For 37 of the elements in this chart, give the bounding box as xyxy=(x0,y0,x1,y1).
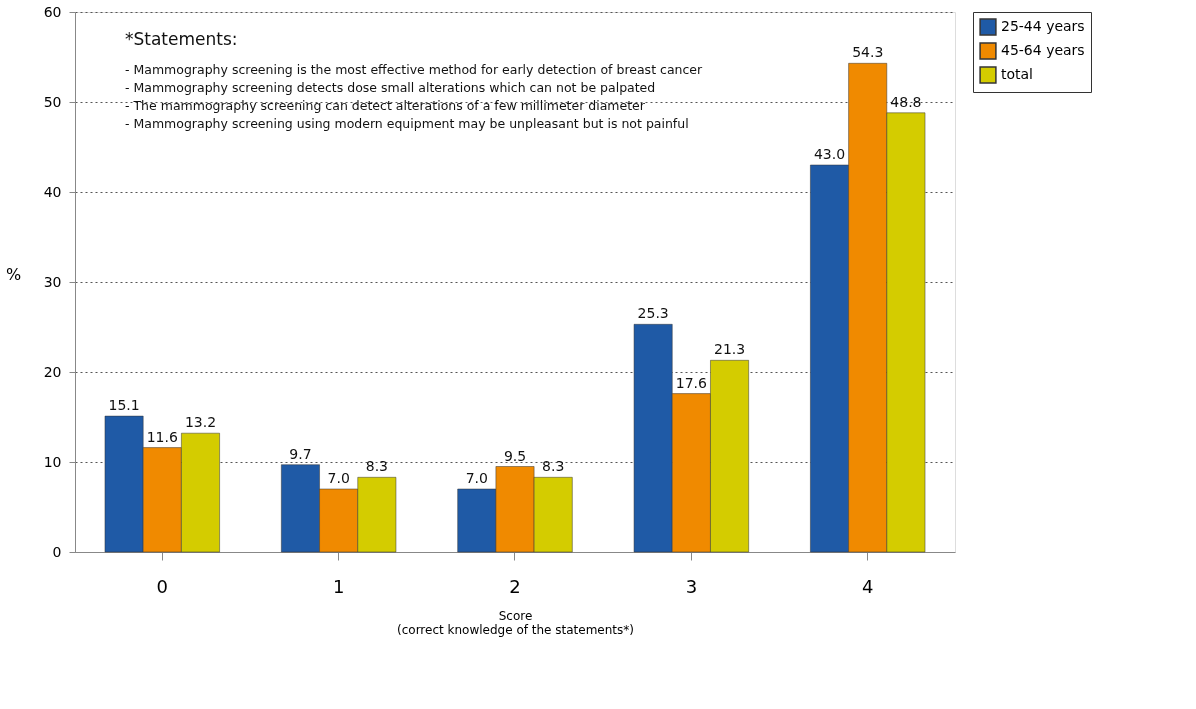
legend-label: 45-64 years xyxy=(1001,42,1085,58)
data-label: 7.0 xyxy=(327,470,350,486)
x-axis-title: Score (correct knowledge of the statements*) xyxy=(397,608,634,637)
y-axis-title: % xyxy=(6,264,22,284)
data-label: 13.2 xyxy=(184,414,217,431)
y-tick-label: 10 xyxy=(43,453,62,470)
data-label: 17.6 xyxy=(675,374,708,391)
annotation: - Mammography screening using modern equipment may be unpleasant but is not painful xyxy=(125,116,689,131)
legend-label: 25-44 years xyxy=(1001,18,1085,34)
data-label: 54.3 xyxy=(852,44,884,61)
data-label: 48.8 xyxy=(890,93,922,110)
x-tick-label: 2 xyxy=(509,575,521,597)
y-tick-label: 30 xyxy=(43,273,62,290)
data-label: 11.6 xyxy=(146,428,178,445)
y-tick-label: 0 xyxy=(52,543,62,560)
data-label: 15.1 xyxy=(108,397,140,414)
data-label: 43.0 xyxy=(813,146,846,162)
y-tick-label: 60 xyxy=(43,3,62,20)
annotation: - Mammography screening detects dose small alterations which can not be palpated xyxy=(125,80,656,95)
y-tick-label: 20 xyxy=(43,363,62,380)
annotation: - Mammography screening is the most effective method for early detection of breast cancer xyxy=(125,62,704,77)
x-tick-label: 1 xyxy=(332,575,345,597)
y-tick-label: 50 xyxy=(43,93,62,110)
data-label: 9.7 xyxy=(289,445,312,462)
data-label: 8.3 xyxy=(365,458,388,475)
data-label: 8.3 xyxy=(542,458,565,475)
data-label: 7.0 xyxy=(465,470,488,486)
y-tick-label: 40 xyxy=(43,183,62,200)
x-tick-label: 4 xyxy=(861,575,874,597)
legend-label: total xyxy=(1001,66,1034,82)
data-label: 25.3 xyxy=(637,305,669,322)
data-label: 9.5 xyxy=(503,447,527,464)
annotation: - The mammography screening can detect alterations of a few millimeter diameter xyxy=(125,98,646,113)
annotation: *Statements: xyxy=(125,29,238,49)
x-tick-label: 3 xyxy=(685,575,698,597)
x-tick-label: 0 xyxy=(156,575,169,597)
data-label: 21.3 xyxy=(713,341,746,358)
